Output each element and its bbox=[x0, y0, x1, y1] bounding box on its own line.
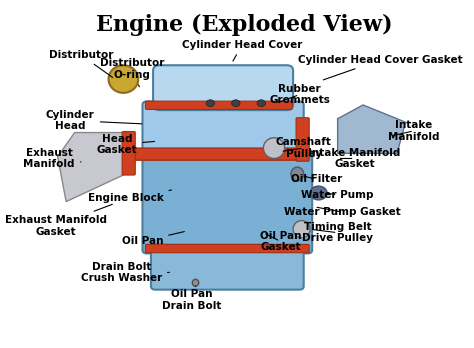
Text: Head
Gasket: Head Gasket bbox=[97, 134, 155, 156]
FancyBboxPatch shape bbox=[146, 244, 309, 253]
Ellipse shape bbox=[206, 100, 215, 107]
Text: Oil Pan: Oil Pan bbox=[122, 231, 184, 246]
Text: Cylinder
Head: Cylinder Head bbox=[46, 110, 142, 131]
Ellipse shape bbox=[257, 100, 265, 107]
Text: Intake
Manifold: Intake Manifold bbox=[388, 120, 440, 142]
Ellipse shape bbox=[192, 279, 199, 286]
FancyBboxPatch shape bbox=[122, 132, 135, 175]
Ellipse shape bbox=[232, 100, 240, 107]
Text: Cylinder Head Cover Gasket: Cylinder Head Cover Gasket bbox=[298, 55, 462, 80]
Text: Distributor: Distributor bbox=[49, 50, 113, 78]
Text: Drain Bolt
Crush Washer: Drain Bolt Crush Washer bbox=[81, 262, 169, 283]
Text: Camshaft
Pulley: Camshaft Pulley bbox=[276, 137, 332, 159]
Ellipse shape bbox=[291, 167, 304, 181]
Text: Exhaust
Manifold: Exhaust Manifold bbox=[23, 148, 81, 169]
FancyBboxPatch shape bbox=[146, 101, 292, 109]
FancyBboxPatch shape bbox=[153, 65, 293, 110]
Text: Engine Block: Engine Block bbox=[88, 190, 172, 203]
FancyBboxPatch shape bbox=[296, 118, 309, 161]
Text: Timing Belt
Drive Pulley: Timing Belt Drive Pulley bbox=[302, 222, 373, 244]
FancyBboxPatch shape bbox=[143, 102, 304, 157]
Ellipse shape bbox=[293, 221, 310, 238]
Polygon shape bbox=[58, 133, 126, 201]
Text: Water Pump: Water Pump bbox=[301, 190, 374, 200]
Polygon shape bbox=[337, 105, 406, 153]
Text: Exhaust Manifold
Gasket: Exhaust Manifold Gasket bbox=[5, 204, 112, 237]
FancyBboxPatch shape bbox=[123, 148, 297, 160]
Text: Rubber
Grommets: Rubber Grommets bbox=[269, 84, 330, 105]
FancyBboxPatch shape bbox=[143, 150, 312, 253]
Text: Intake Manifold
Gasket: Intake Manifold Gasket bbox=[309, 148, 401, 169]
Ellipse shape bbox=[264, 138, 284, 158]
Text: Distributor
O-ring: Distributor O-ring bbox=[100, 58, 164, 87]
Text: Cylinder Head Cover: Cylinder Head Cover bbox=[182, 40, 302, 61]
Text: Oil Filter: Oil Filter bbox=[291, 174, 342, 184]
Ellipse shape bbox=[109, 65, 138, 93]
Ellipse shape bbox=[310, 186, 327, 200]
Text: Engine (Exploded View): Engine (Exploded View) bbox=[96, 14, 392, 35]
Text: Oil Pan
Gasket: Oil Pan Gasket bbox=[260, 230, 301, 252]
FancyBboxPatch shape bbox=[151, 245, 304, 290]
Text: Oil Pan
Drain Bolt: Oil Pan Drain Bolt bbox=[162, 286, 221, 311]
Text: Water Pump Gasket: Water Pump Gasket bbox=[283, 207, 400, 217]
